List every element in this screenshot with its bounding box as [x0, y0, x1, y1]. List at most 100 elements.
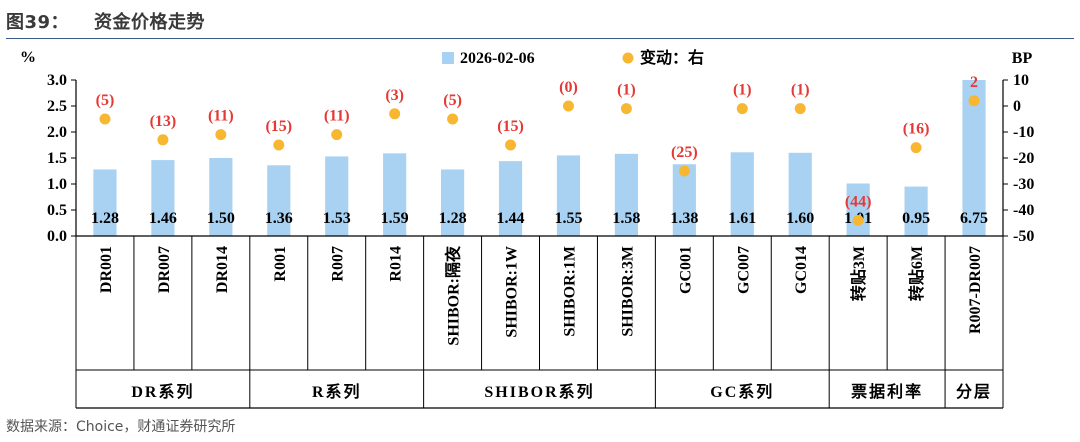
bar: [962, 80, 986, 236]
category-label: GC014: [793, 246, 810, 294]
bar-value-label: 1.55: [554, 210, 582, 227]
change-value-label: (1): [733, 82, 752, 99]
category-label: GC007: [735, 246, 752, 294]
bar-value-label: 1.50: [207, 210, 235, 227]
y-left-tick-label: 1.5: [47, 150, 67, 167]
change-dot: [447, 113, 459, 125]
change-dot: [910, 142, 922, 154]
bar-value-label: 1.58: [612, 210, 640, 227]
category-label: R001: [272, 246, 289, 282]
y-left-unit: %: [20, 49, 36, 66]
change-value-label: 2: [970, 74, 978, 91]
change-dot: [736, 103, 748, 115]
y-right-tick-label: 0: [1013, 98, 1021, 115]
change-dot: [620, 103, 632, 115]
y-right-unit: BP: [1012, 50, 1033, 67]
change-value-label: (15): [265, 118, 292, 135]
bar-value-label: 1.44: [497, 210, 525, 227]
bar: [498, 161, 523, 236]
y-left-tick-label: 2.0: [47, 124, 67, 141]
y-right-tick-label: -40: [1013, 202, 1034, 219]
category-label: DR007: [156, 246, 173, 293]
change-dot: [562, 100, 574, 112]
change-dot: [794, 103, 806, 115]
bar-value-label: 1.36: [265, 210, 293, 227]
group-label: GC系列: [710, 382, 774, 401]
bar-value-label: 0.95: [902, 210, 930, 227]
change-value-label: (16): [903, 121, 930, 138]
change-dot: [968, 95, 980, 107]
change-dot: [99, 113, 111, 125]
change-value-label: (5): [443, 92, 462, 109]
fund-price-chart: 2026-02-06 变动：右% BP 0.0 0.5 1.0 1.5 2.0 2.5 3.0 -5…: [20, 48, 1034, 409]
bar-value-label: 1.59: [381, 210, 409, 227]
bar: [151, 160, 175, 236]
category-label: DR001: [98, 246, 115, 293]
figure-title-bar: 图39： 资金价格走势: [6, 8, 205, 34]
bar: [209, 158, 233, 236]
title-divider: [6, 38, 1074, 39]
change-value-label: (1): [791, 82, 810, 99]
change-dot: [505, 139, 517, 151]
y-left-tick-label: 3.0: [47, 72, 67, 89]
group-label: DR系列: [131, 382, 194, 401]
figure-title: 资金价格走势: [94, 12, 205, 33]
y-right-tick-label: -30: [1013, 176, 1034, 193]
bar: [325, 156, 349, 236]
change-dot: [852, 214, 864, 226]
change-dot: [678, 165, 690, 177]
change-value-label: (3): [385, 87, 404, 104]
group-label: SHIBOR系列: [484, 382, 594, 401]
category-label: SHIBOR:隔夜: [444, 245, 463, 346]
bar: [730, 152, 754, 236]
change-value-label: (11): [324, 108, 350, 125]
category-label: R007: [330, 246, 347, 282]
legend-label-dot: 变动：右: [640, 48, 704, 67]
bar: [788, 152, 812, 236]
y-right-tick-label: -10: [1013, 124, 1034, 141]
bar-value-label: 1.60: [786, 210, 814, 227]
category-label: 转贴6M: [907, 246, 926, 301]
change-dot: [215, 129, 227, 141]
change-dot: [331, 129, 343, 141]
change-value-label: (0): [559, 79, 578, 96]
change-dot: [389, 108, 401, 120]
bar: [846, 183, 870, 236]
category-label: SHIBOR:1W: [504, 246, 521, 338]
y-left-tick-label: 2.5: [47, 98, 67, 115]
y-right-tick-label: -50: [1013, 228, 1034, 245]
category-label: R007-DR007: [967, 246, 984, 334]
change-value-label: (25): [671, 144, 698, 161]
bar: [441, 169, 465, 236]
figure-label: 图39：: [6, 12, 70, 33]
bar-value-label: 1.28: [91, 210, 119, 227]
category-label: DR014: [214, 246, 231, 293]
bar-value-label: 1.53: [323, 210, 351, 227]
category-label: SHIBOR:1M: [561, 246, 578, 337]
category-label: GC001: [677, 246, 694, 294]
bar-value-label: 1.46: [149, 210, 177, 227]
category-label: SHIBOR:3M: [619, 246, 636, 337]
source-note: 数据来源：Choice，财通证券研究所: [6, 419, 236, 435]
change-dot: [273, 139, 285, 151]
bar: [556, 155, 581, 236]
y-left-tick-label: 0.0: [47, 228, 67, 245]
y-left-tick-label: 1.0: [47, 176, 67, 193]
legend-swatch-dot: [622, 52, 634, 64]
bar-value-label: 1.61: [728, 210, 756, 227]
bar: [904, 186, 928, 236]
bar-value-label: 1.28: [439, 210, 467, 227]
change-value-label: (15): [497, 118, 524, 135]
bar: [614, 153, 638, 236]
legend-swatch-bar: [442, 52, 454, 64]
bar: [267, 165, 291, 236]
category-label: 转贴3M: [849, 246, 868, 301]
y-right-tick-label: 10: [1013, 72, 1029, 89]
y-left-tick-label: 0.5: [47, 202, 67, 219]
change-value-label: (13): [150, 113, 177, 130]
legend-label-bar: 2026-02-06: [460, 50, 535, 67]
group-label: 分层: [956, 383, 992, 401]
bar-value-label: 6.75: [960, 210, 988, 227]
bar-value-label: 1.38: [670, 210, 698, 227]
category-label: R014: [388, 246, 405, 282]
